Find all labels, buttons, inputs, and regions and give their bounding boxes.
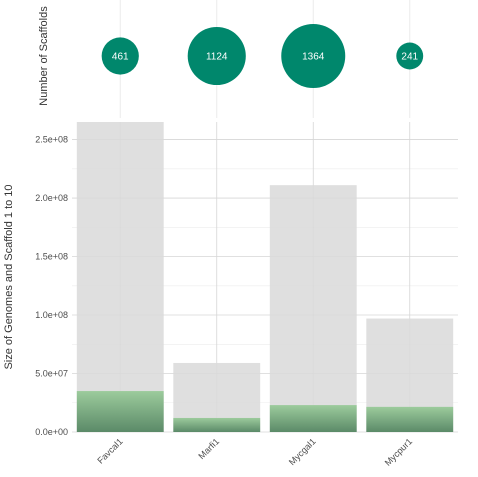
y-tick-label: 5.0e+07 bbox=[35, 369, 68, 379]
bar-y-axis-title: Size of Genomes and Scaffold 1 to 10 bbox=[3, 184, 15, 369]
y-tick-label: 0.0e+00 bbox=[35, 427, 68, 437]
bubble-mycgal1 bbox=[281, 24, 346, 88]
scaffold-bar-favcal1 bbox=[76, 391, 164, 432]
scaffold-bar-marfi1 bbox=[173, 417, 261, 432]
x-tick-label: Mycgal1 bbox=[287, 436, 318, 467]
scaffold-bar-mycpur1 bbox=[366, 406, 454, 432]
bubble-favcal1 bbox=[101, 37, 139, 75]
bubble-label: 241 bbox=[401, 52, 418, 63]
bubble-marfi1 bbox=[187, 26, 246, 86]
x-tick-label: Marfi1 bbox=[196, 436, 221, 461]
scaffold-bar-mycgal1 bbox=[269, 405, 357, 432]
y-tick-label: 1.5e+08 bbox=[35, 252, 68, 262]
bubble-mycpur1 bbox=[396, 42, 424, 70]
x-tick-label: Mycpur1 bbox=[383, 436, 414, 467]
y-tick-label: 2.0e+08 bbox=[35, 193, 68, 203]
bubble-label: 1124 bbox=[206, 52, 228, 63]
y-tick-label: 2.5e+08 bbox=[35, 135, 68, 145]
genome-bar-favcal1 bbox=[76, 122, 164, 432]
bubble-label: 1364 bbox=[302, 52, 325, 63]
bubble-y-axis-title: Number of Scaffolds bbox=[38, 6, 50, 106]
x-tick-label: Favcal1 bbox=[95, 436, 124, 465]
bar-panel: 0.0e+00 5.0e+07 1.0e+08 1.5e+08 2.0e+08 2.5e+… bbox=[35, 122, 458, 468]
bubble-label: 461 bbox=[112, 52, 129, 63]
y-tick-label: 1.0e+08 bbox=[35, 310, 68, 320]
genome-bar-mycgal1 bbox=[269, 185, 357, 432]
bubble-panel: 461 1124 1364 241 bbox=[101, 0, 424, 118]
